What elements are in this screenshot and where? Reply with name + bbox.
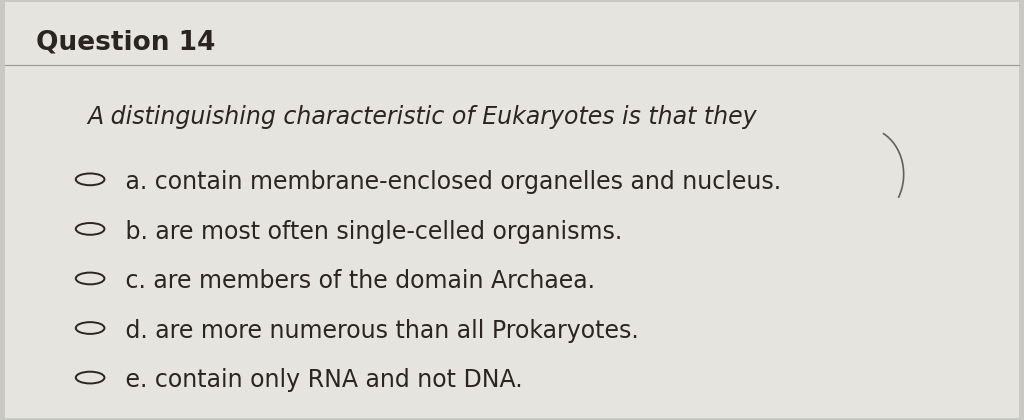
- Text: e. contain only RNA and not DNA.: e. contain only RNA and not DNA.: [118, 368, 522, 392]
- Text: a. contain membrane-enclosed organelles and nucleus.: a. contain membrane-enclosed organelles …: [118, 170, 781, 194]
- FancyBboxPatch shape: [5, 2, 1019, 418]
- Text: c. are members of the domain Archaea.: c. are members of the domain Archaea.: [118, 269, 595, 293]
- Text: Question 14: Question 14: [36, 29, 215, 55]
- Text: b. are most often single-celled organisms.: b. are most often single-celled organism…: [118, 220, 622, 244]
- Text: A distinguishing characteristic of Eukaryotes is that they: A distinguishing characteristic of Eukar…: [87, 105, 757, 129]
- Text: d. are more numerous than all Prokaryotes.: d. are more numerous than all Prokaryote…: [118, 319, 639, 343]
